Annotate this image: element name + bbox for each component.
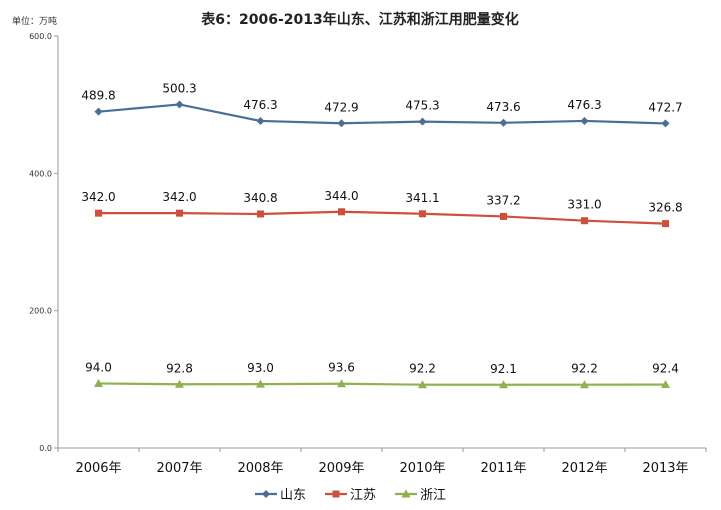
- data-label: 94.0: [85, 360, 112, 374]
- series-line: [98, 382, 666, 386]
- data-label: 472.9: [324, 100, 358, 114]
- data-point: [176, 209, 183, 217]
- data-point: [337, 119, 346, 128]
- data-label: 344.0: [324, 189, 358, 203]
- legend-swatch-marker: [332, 490, 340, 498]
- x-tick-label: 2013年: [642, 461, 688, 476]
- unit-label: 单位：万吨: [12, 15, 57, 27]
- data-point: [499, 380, 508, 389]
- data-label: 93.6: [328, 361, 355, 375]
- data-point: [661, 119, 670, 128]
- data-point: [581, 217, 588, 225]
- legend-label: 浙江: [420, 488, 446, 503]
- data-point: [175, 379, 184, 388]
- data-point: [94, 107, 103, 116]
- data-point: [419, 210, 426, 218]
- y-axis-ticks: 0.0 200.0 400.0 600.0: [29, 32, 58, 453]
- data-label: 92.8: [166, 361, 193, 375]
- data-label: 92.2: [571, 362, 598, 376]
- data-label: 92.1: [490, 362, 517, 376]
- data-label: 476.3: [567, 98, 601, 112]
- x-tick-label: 2009年: [318, 461, 364, 476]
- data-point: [256, 379, 265, 388]
- series-3: 94.0 92.8 93.0 93.6 92.2 92.1 92.2 92.4: [85, 360, 679, 389]
- y-tick-label: 200.0: [29, 307, 52, 316]
- x-tick-label: 2011年: [480, 461, 526, 476]
- data-label: 93.0: [247, 361, 274, 375]
- y-tick-label: 400.0: [29, 169, 52, 178]
- x-tick-label: 2008年: [237, 461, 283, 476]
- legend-swatch-marker: [401, 489, 411, 498]
- data-label: 92.4: [652, 362, 679, 376]
- series-line: [98, 210, 666, 225]
- data-point: [499, 118, 508, 127]
- data-label: 476.3: [243, 98, 277, 112]
- data-label: 473.6: [486, 100, 520, 114]
- data-point: [257, 210, 264, 218]
- data-label: 472.7: [648, 100, 682, 114]
- series-2: 342.0 342.0 340.8 344.0 341.1 337.2 331.0 326.8: [81, 189, 683, 228]
- data-point: [661, 380, 670, 389]
- data-point: [500, 212, 507, 220]
- data-point: [418, 380, 427, 389]
- x-tick-label: 2010年: [399, 461, 445, 476]
- data-point: [338, 208, 345, 216]
- series-1: 489.8 500.3 476.3 472.9 475.3 473.6 476.3 472.7: [81, 81, 683, 128]
- data-point: [337, 379, 346, 388]
- data-label: 489.8: [81, 89, 115, 103]
- chart-title: 表6：2006-2013年山东、江苏和浙江用肥量变化: [200, 11, 518, 28]
- data-label: 92.2: [409, 362, 436, 376]
- data-label: 475.3: [405, 99, 439, 113]
- data-point: [94, 378, 103, 387]
- legend-swatch-marker: [262, 490, 270, 498]
- legend: 山东 江苏 浙江: [255, 487, 446, 503]
- data-point: [580, 116, 589, 125]
- data-label: 500.3: [162, 81, 196, 95]
- data-label: 337.2: [486, 193, 520, 207]
- series-line: [98, 103, 666, 125]
- data-label: 341.1: [405, 191, 439, 205]
- data-label: 340.8: [243, 191, 277, 205]
- legend-item: 山东: [255, 488, 306, 503]
- legend-item: 浙江: [395, 488, 446, 503]
- series-layer: 489.8 500.3 476.3 472.9 475.3 473.6 476.3 472.7…: [81, 81, 683, 389]
- data-label: 331.0: [567, 198, 601, 212]
- data-label: 342.0: [162, 190, 196, 204]
- x-tick-label: 2006年: [75, 461, 121, 476]
- data-point: [418, 117, 427, 126]
- data-point: [95, 209, 102, 217]
- y-tick-label: 0.0: [39, 444, 52, 453]
- data-point: [662, 220, 669, 228]
- data-point: [256, 116, 265, 125]
- y-tick-label: 600.0: [29, 32, 52, 41]
- data-point: [175, 100, 184, 109]
- x-tick-label: 2012年: [561, 461, 607, 476]
- data-label: 326.8: [648, 201, 682, 215]
- data-label: 342.0: [81, 190, 115, 204]
- data-point: [580, 380, 589, 389]
- x-axis-ticks: 2006年 2007年 2008年 2009年 2010年 2011年 2012年 2013年: [57, 448, 707, 476]
- legend-label: 江苏: [350, 487, 376, 503]
- x-tick-label: 2007年: [156, 461, 202, 476]
- legend-item: 江苏: [325, 487, 376, 503]
- legend-label: 山东: [280, 488, 306, 503]
